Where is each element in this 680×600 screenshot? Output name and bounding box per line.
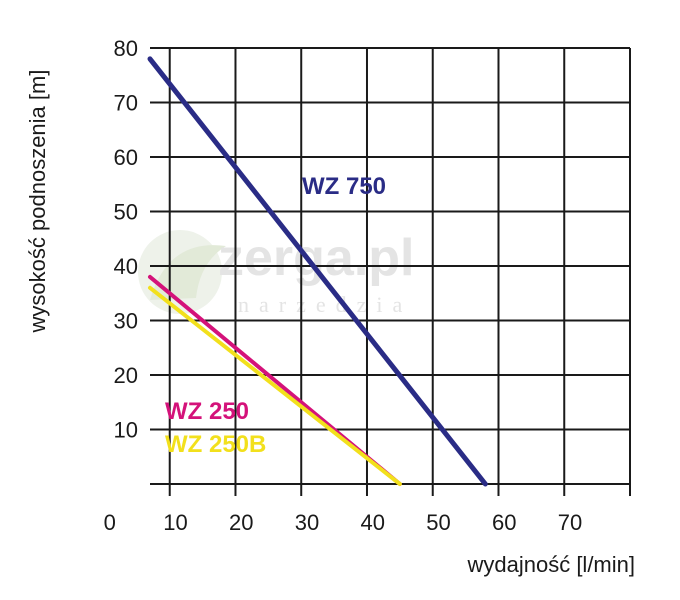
series-label-wz250b: WZ 250B — [165, 431, 266, 458]
y-tick-label-40: 40 — [114, 254, 138, 279]
x-tick-labels: 0 10 20 30 40 50 60 70 — [104, 510, 583, 535]
series-label-wz250: WZ 250 — [165, 398, 249, 425]
y-tick-label-70: 70 — [114, 91, 138, 116]
x-tick-label-40: 40 — [360, 510, 384, 535]
series-lines — [147, 56, 488, 487]
y-tick-label-60: 60 — [114, 145, 138, 170]
x-tick-label-20: 20 — [229, 510, 253, 535]
series-line-2 — [148, 285, 402, 486]
x-tick-label-60: 60 — [492, 510, 516, 535]
y-tick-labels: 10 20 30 40 50 60 70 80 — [114, 36, 138, 443]
x-tick-label-70: 70 — [558, 510, 582, 535]
y-tick-label-20: 20 — [114, 363, 138, 388]
series-label-wz750: WZ 750 — [302, 173, 386, 200]
x-tick-label-50: 50 — [426, 510, 450, 535]
y-axis-title: wysokość podnoszenia [m] — [25, 70, 50, 334]
y-tick-label-10: 10 — [114, 418, 138, 443]
y-tick-label-30: 30 — [114, 309, 138, 334]
x-axis-title: wydajność [l/min] — [466, 552, 635, 577]
x-tick-label-10: 10 — [163, 510, 187, 535]
y-tick-label-50: 50 — [114, 200, 138, 225]
series-line-0 — [147, 56, 488, 487]
x-tick-label-30: 30 — [295, 510, 319, 535]
watermark-subtext: narzedzia — [238, 292, 412, 317]
y-tick-label-80: 80 — [114, 36, 138, 61]
watermark-text: zerga.pl — [218, 229, 415, 287]
x-tick-label-0: 0 — [104, 510, 116, 535]
